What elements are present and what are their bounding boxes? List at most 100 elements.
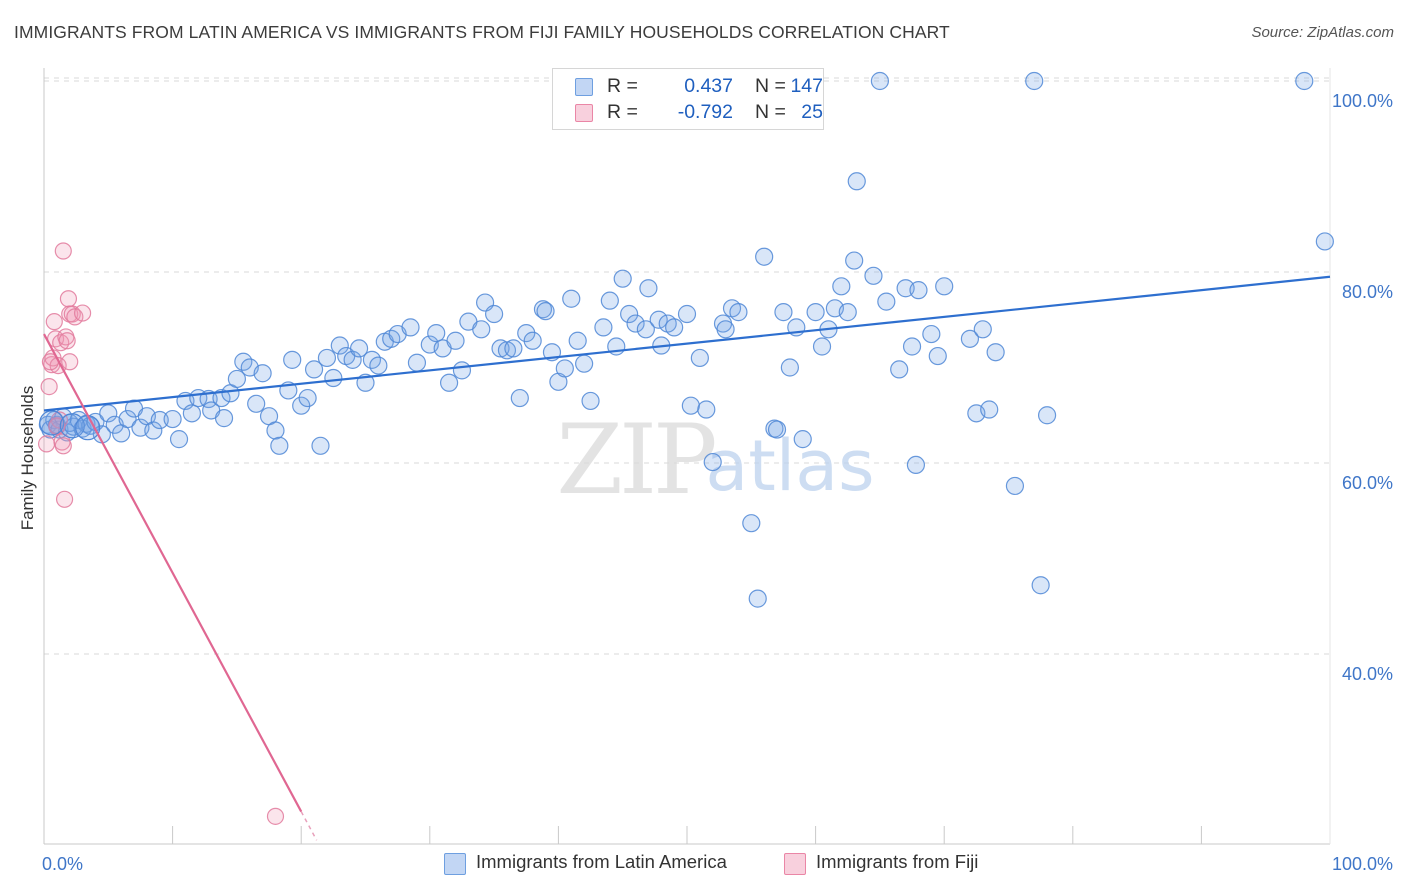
point-latin-america (748, 589, 767, 608)
point-latin-america (439, 373, 459, 392)
y-axis-label: Family Households (18, 385, 37, 531)
trend-line-fiji-extension (300, 811, 318, 841)
point-latin-america (649, 310, 668, 329)
legend-n-value: 147 (790, 75, 823, 97)
x-tick-label: 0.0% (42, 854, 83, 874)
point-latin-america (620, 304, 639, 324)
point-latin-america (504, 339, 523, 358)
point-latin-america (742, 514, 761, 533)
bottom-legend-swatch-latin-america (444, 853, 466, 875)
legend-r-value: -0.792 (677, 101, 733, 123)
point-latin-america (343, 350, 362, 369)
point-latin-america (703, 452, 722, 472)
point-latin-america (690, 348, 709, 368)
point-fiji (37, 435, 56, 453)
point-latin-america (1295, 71, 1314, 91)
point-latin-america (369, 356, 388, 375)
watermark-atlas: atlas (705, 425, 874, 507)
bottom-legend-label: Immigrants from Fiji (816, 851, 979, 872)
legend-r-value: 0.437 (684, 75, 733, 97)
point-latin-america (491, 339, 510, 358)
point-latin-america (755, 247, 774, 266)
y-tick-label: 60.0% (1342, 473, 1393, 493)
point-latin-america (681, 396, 700, 415)
point-latin-america (536, 302, 555, 321)
point-latin-america (774, 303, 793, 322)
point-fiji (54, 242, 72, 260)
legend-swatch-latin-america (575, 78, 593, 96)
point-latin-america (298, 388, 317, 408)
point-latin-america (1037, 406, 1057, 425)
point-latin-america (600, 291, 619, 310)
point-latin-america (935, 277, 954, 296)
point-latin-america (555, 359, 574, 378)
point-latin-america (902, 337, 922, 356)
point-latin-america (227, 369, 246, 389)
y-tick-label: 80.0% (1342, 282, 1393, 302)
point-latin-america (330, 336, 349, 355)
point-latin-america (311, 436, 330, 455)
point-latin-america (812, 337, 832, 356)
point-latin-america (150, 410, 169, 430)
point-latin-america (780, 358, 799, 377)
point-latin-america (838, 303, 857, 322)
tick-labels: 40.0% 60.0% 80.0% 100.0% 0.0% 100.0% (42, 91, 1393, 874)
point-latin-america (909, 281, 928, 300)
point-latin-america (890, 360, 909, 379)
point-latin-america (767, 420, 787, 439)
point-latin-america (472, 320, 491, 339)
point-latin-america (568, 331, 587, 350)
point-latin-america (401, 318, 420, 337)
point-latin-america (906, 455, 926, 475)
trend-line-fiji (43, 333, 303, 813)
source-credit: Source: ZipAtlas.com (1251, 24, 1394, 41)
legend-n-label: N = (755, 75, 786, 97)
legend-r-label: R = (607, 101, 638, 123)
point-latin-america (144, 421, 163, 440)
point-latin-america (349, 339, 369, 358)
point-latin-america (1005, 476, 1025, 496)
y-tick-label: 40.0% (1342, 664, 1393, 684)
point-latin-america (716, 320, 735, 339)
point-latin-america (283, 350, 302, 369)
point-latin-america (304, 360, 324, 379)
point-fiji (59, 290, 78, 308)
point-latin-america (485, 304, 504, 324)
point-latin-america (497, 341, 517, 360)
point-latin-america (452, 361, 472, 380)
point-latin-america (182, 404, 201, 423)
point-fiji (40, 378, 58, 396)
point-latin-america (1025, 71, 1044, 91)
point-latin-america (575, 354, 594, 373)
point-latin-america (446, 331, 465, 350)
point-latin-america (533, 300, 553, 319)
point-latin-america (427, 324, 446, 343)
point-latin-america (847, 172, 866, 191)
point-latin-america (639, 279, 658, 298)
point-latin-america-cluster (39, 410, 65, 436)
point-latin-america (870, 71, 890, 91)
point-latin-america (626, 314, 645, 333)
legend-r-label: R = (607, 75, 638, 97)
point-latin-america (922, 324, 941, 344)
point-latin-america (806, 303, 825, 322)
watermark-zip: ZIP (556, 404, 715, 516)
correlation-legend: R = 0.437 N = 147 R = -0.792 N = 25 (552, 68, 824, 130)
point-fiji (55, 490, 74, 508)
point-latin-america (510, 388, 529, 408)
point-latin-america (1031, 576, 1050, 595)
point-fiji (45, 313, 63, 331)
point-latin-america (986, 343, 1005, 362)
point-latin-america (594, 318, 613, 337)
point-latin-america (729, 303, 748, 322)
point-latin-america (253, 364, 272, 383)
bottom-legend-label: Immigrants from Latin America (476, 851, 727, 872)
point-latin-america (118, 409, 137, 429)
point-latin-america (581, 391, 600, 411)
point-latin-america (163, 409, 182, 429)
point-latin-america (864, 266, 883, 285)
point-latin-america (832, 277, 851, 296)
point-latin-america (973, 320, 992, 339)
point-fiji (54, 437, 72, 455)
trend-line-latin-america (43, 275, 1331, 412)
